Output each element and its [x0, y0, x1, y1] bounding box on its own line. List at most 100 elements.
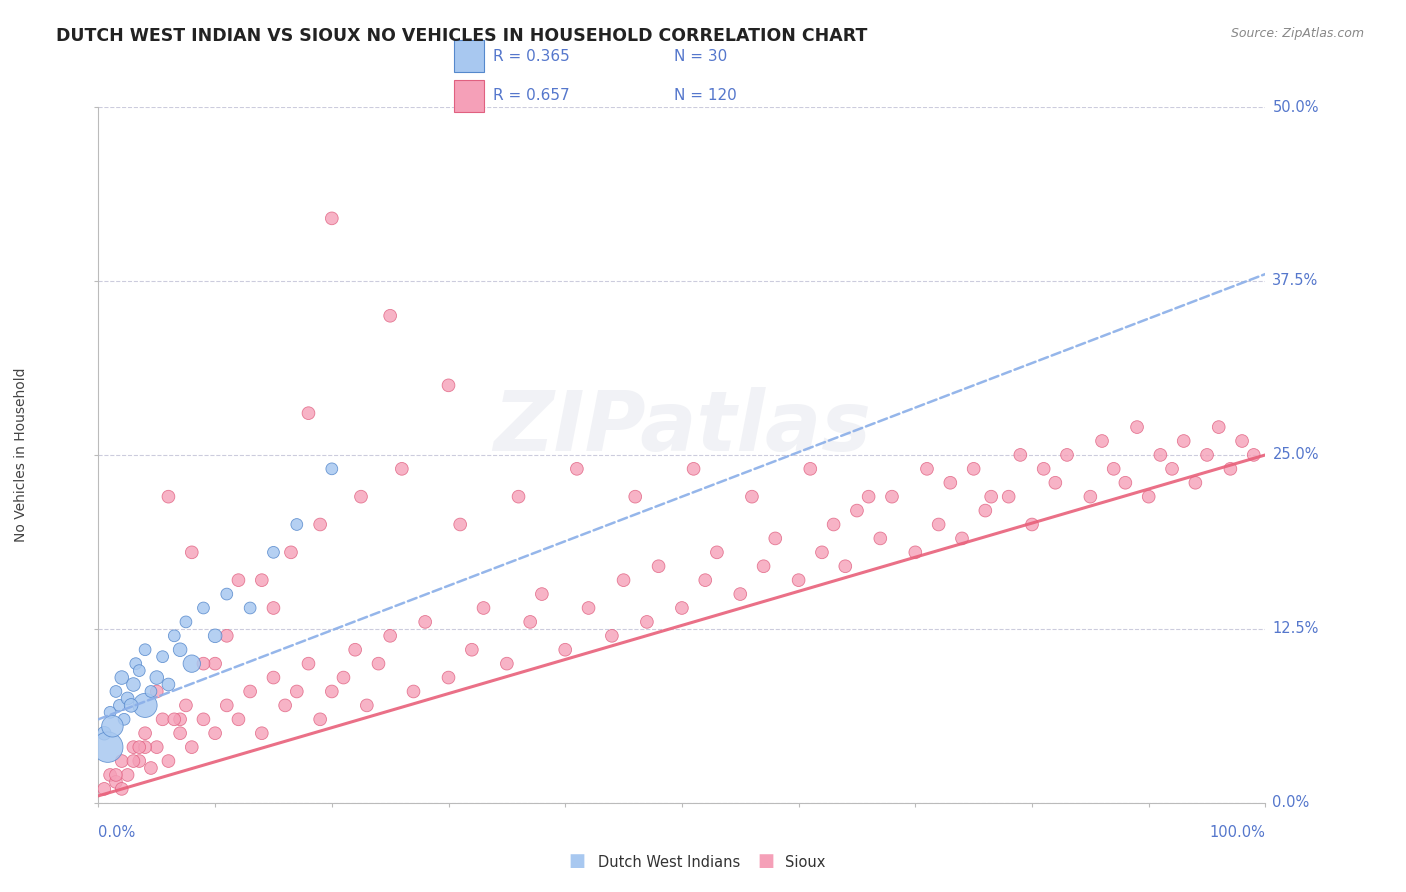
Point — [93, 781, 115, 796]
Point — [950, 532, 973, 546]
Point — [128, 754, 150, 768]
Point — [239, 601, 262, 615]
Point — [1045, 475, 1067, 490]
Point — [146, 684, 169, 698]
Point — [139, 684, 162, 698]
Point — [285, 684, 308, 698]
Point — [321, 211, 343, 226]
Point — [1173, 434, 1195, 448]
Point — [120, 698, 142, 713]
Point — [297, 406, 319, 420]
Text: 100.0%: 100.0% — [1209, 825, 1265, 840]
Point — [799, 462, 821, 476]
Point — [146, 671, 169, 685]
Point — [321, 684, 343, 698]
Text: No Vehicles in Household: No Vehicles in Household — [14, 368, 28, 542]
Point — [280, 545, 302, 559]
Point — [193, 712, 215, 726]
Point — [97, 740, 120, 755]
Bar — [454, 79, 484, 112]
Point — [1021, 517, 1043, 532]
Point — [157, 677, 180, 691]
Point — [117, 691, 139, 706]
Point — [321, 462, 343, 476]
Point — [1091, 434, 1114, 448]
Point — [730, 587, 752, 601]
Point — [554, 642, 576, 657]
Point — [215, 587, 238, 601]
Point — [332, 671, 354, 685]
Text: Source: ZipAtlas.com: Source: ZipAtlas.com — [1230, 27, 1364, 40]
Point — [163, 712, 186, 726]
Point — [285, 517, 308, 532]
Point — [101, 719, 124, 733]
Point — [98, 768, 121, 782]
Point — [134, 726, 156, 740]
Point — [682, 462, 704, 476]
Point — [193, 601, 215, 615]
Point — [111, 671, 134, 685]
Text: ■: ■ — [568, 852, 585, 870]
Text: 0.0%: 0.0% — [98, 825, 135, 840]
Text: N = 120: N = 120 — [673, 88, 737, 103]
Point — [600, 629, 623, 643]
Point — [163, 629, 186, 643]
Text: Dutch West Indians: Dutch West Indians — [598, 855, 740, 870]
Point — [787, 573, 810, 587]
Text: N = 30: N = 30 — [673, 48, 727, 63]
Point — [174, 615, 197, 629]
Point — [204, 726, 226, 740]
Point — [367, 657, 389, 671]
Point — [1137, 490, 1160, 504]
Point — [823, 517, 845, 532]
Point — [413, 615, 436, 629]
Point — [122, 677, 145, 691]
Point — [309, 517, 332, 532]
Point — [180, 657, 202, 671]
Point — [344, 642, 367, 657]
Point — [262, 671, 284, 685]
Point — [974, 503, 997, 517]
Point — [262, 601, 284, 615]
Point — [297, 657, 319, 671]
Point — [437, 378, 460, 392]
Point — [215, 629, 238, 643]
Point — [204, 629, 226, 643]
Point — [1056, 448, 1078, 462]
Point — [157, 754, 180, 768]
Point — [811, 545, 834, 559]
Point — [350, 490, 373, 504]
Point — [671, 601, 693, 615]
Point — [228, 573, 250, 587]
Point — [169, 712, 191, 726]
Point — [402, 684, 425, 698]
Point — [104, 768, 127, 782]
Point — [1243, 448, 1265, 462]
Point — [495, 657, 517, 671]
Point — [858, 490, 880, 504]
Point — [356, 698, 378, 713]
Point — [108, 698, 131, 713]
Point — [752, 559, 775, 574]
Point — [228, 712, 250, 726]
Point — [1149, 448, 1171, 462]
Point — [472, 601, 495, 615]
Point — [112, 712, 135, 726]
Point — [962, 462, 984, 476]
Point — [1208, 420, 1230, 434]
Point — [624, 490, 647, 504]
Point — [1114, 475, 1136, 490]
Point — [1032, 462, 1054, 476]
Point — [180, 545, 202, 559]
Point — [695, 573, 717, 587]
Point — [98, 706, 121, 720]
Point — [1230, 434, 1253, 448]
Point — [250, 573, 273, 587]
Point — [1195, 448, 1218, 462]
Point — [636, 615, 658, 629]
Point — [741, 490, 763, 504]
Point — [104, 684, 127, 698]
Text: ■: ■ — [758, 852, 775, 870]
Point — [997, 490, 1019, 504]
Bar — [454, 40, 484, 72]
